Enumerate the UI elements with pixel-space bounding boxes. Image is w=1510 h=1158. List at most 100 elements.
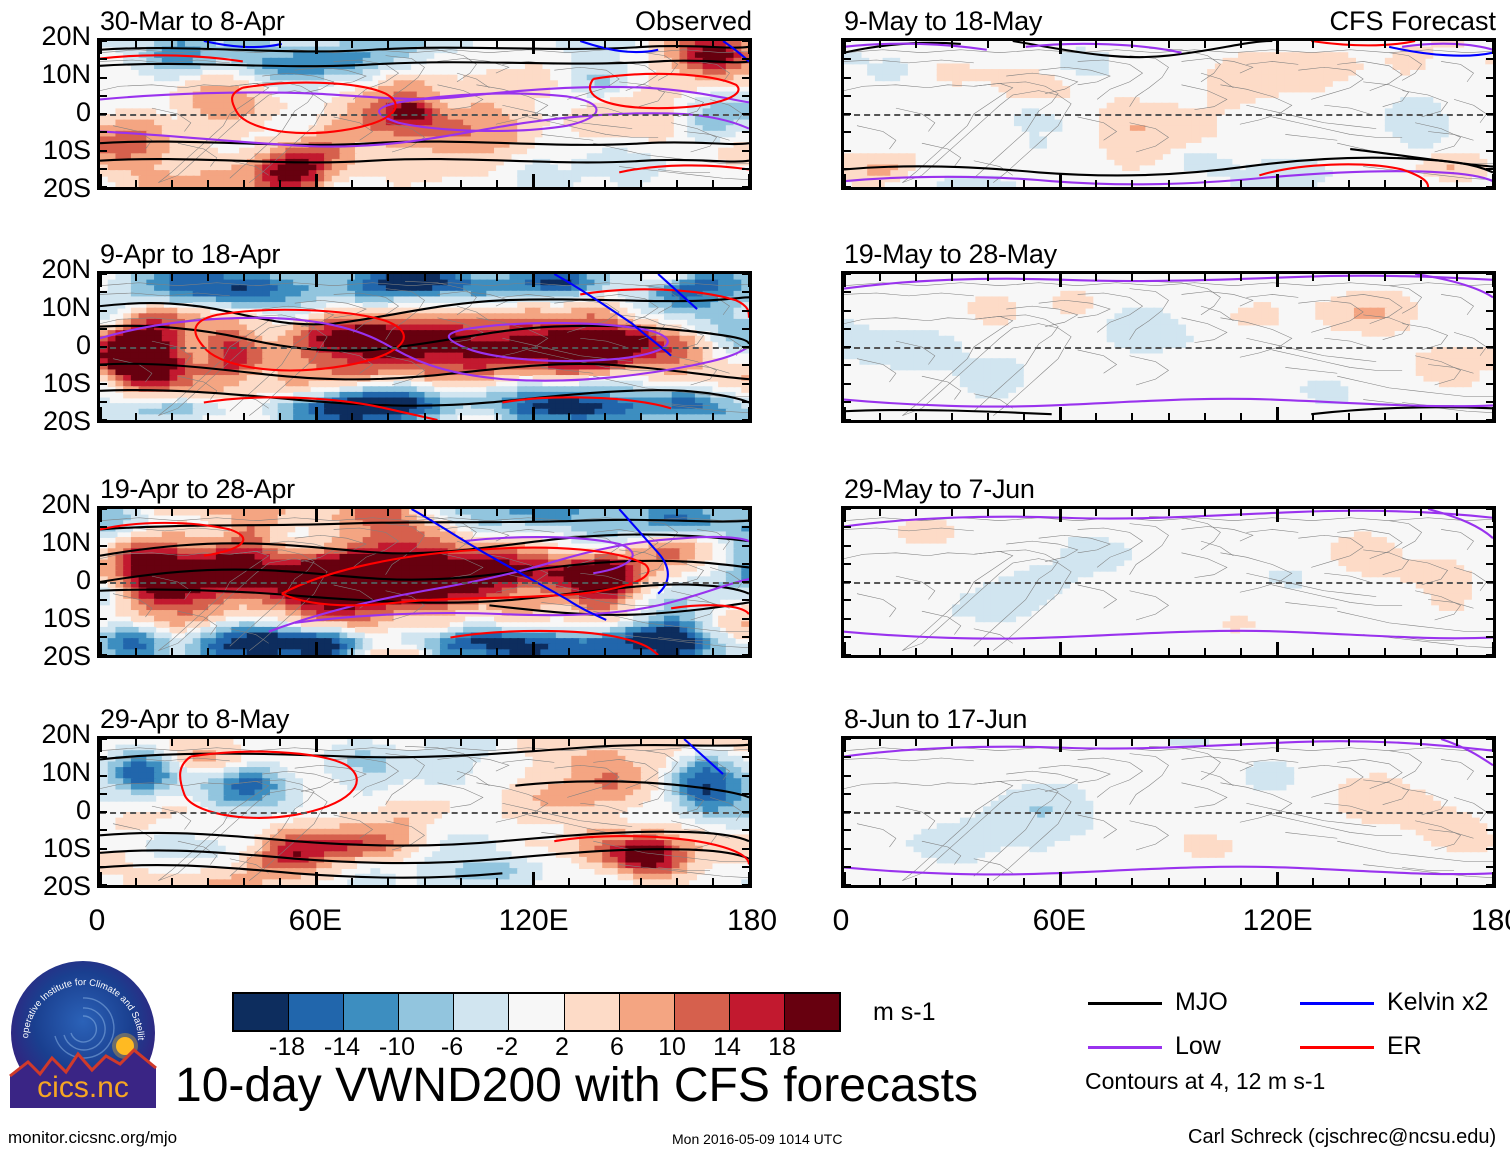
y-axis-label-10N-row2: 10N <box>41 292 91 322</box>
x-tick <box>459 274 462 281</box>
x-tick <box>1131 739 1134 746</box>
x-tick <box>351 509 354 516</box>
y-axis-label-10S-row1: 10S <box>42 135 91 165</box>
x-tick <box>243 274 246 281</box>
x-tick <box>675 739 678 746</box>
y-tick <box>100 419 107 420</box>
contour-er <box>580 289 749 317</box>
x-tick <box>315 174 319 187</box>
x-axis-label-120E-col1: 120E <box>498 904 569 937</box>
contour-er <box>204 397 438 420</box>
contour-kel <box>1389 47 1493 56</box>
colorbar-swatch-9 <box>729 994 785 1030</box>
y-tick <box>742 327 749 330</box>
contour-kel <box>204 41 282 47</box>
y-tick <box>742 635 749 638</box>
x-tick <box>1203 739 1206 746</box>
x-tick <box>1167 180 1170 187</box>
x-tick <box>495 274 498 281</box>
x-tick <box>243 648 246 655</box>
map-panel-8[interactable] <box>841 736 1496 888</box>
y-tick <box>742 792 749 795</box>
y-tick <box>742 526 749 529</box>
y-tick <box>1486 526 1493 529</box>
x-tick <box>1095 41 1098 48</box>
x-tick <box>951 648 954 655</box>
x-tick <box>243 509 246 516</box>
legend-label-er: ER <box>1387 1032 1422 1060</box>
contour-low <box>844 399 1493 407</box>
panel-title-3: 19-Apr to 28-Apr <box>100 474 295 504</box>
x-tick <box>207 180 210 187</box>
x-tick <box>351 739 354 746</box>
x-tick <box>135 509 138 516</box>
contour-er <box>619 165 749 172</box>
x-tick <box>495 878 498 885</box>
x-tick <box>387 41 390 48</box>
footer-url[interactable]: monitor.cicsnc.org/mjo <box>8 1128 178 1147</box>
colorbar-tick-5: 2 <box>555 1033 569 1061</box>
y-tick <box>844 149 851 152</box>
y-tick <box>844 635 851 638</box>
x-tick <box>987 648 990 655</box>
x-tick <box>1059 41 1063 54</box>
y-tick <box>100 400 107 403</box>
x-tick <box>951 274 954 281</box>
x-tick <box>567 878 570 885</box>
y-tick <box>844 400 851 403</box>
map-panel-7[interactable] <box>841 506 1496 658</box>
y-axis-label-10S-row4: 10S <box>42 833 91 863</box>
contour-low <box>844 741 1493 756</box>
y-tick <box>742 41 749 42</box>
x-tick <box>243 739 246 746</box>
x-tick <box>567 413 570 420</box>
x-tick <box>1167 648 1170 655</box>
y-tick <box>1486 346 1493 348</box>
x-tick <box>1347 180 1350 187</box>
panel-title-5: 9-May to 18-May <box>844 6 1043 36</box>
y-tick <box>742 113 749 115</box>
colorbar-swatch-1 <box>289 994 345 1030</box>
x-tick <box>315 872 319 885</box>
x-tick <box>1203 180 1206 187</box>
x-tick <box>459 41 462 48</box>
colorbar-swatch-6 <box>564 994 620 1030</box>
x-tick <box>315 407 319 420</box>
contour-mjo <box>515 781 749 797</box>
x-tick <box>1419 739 1422 746</box>
x-tick <box>711 274 714 281</box>
x-tick <box>915 180 918 187</box>
map-panel-4[interactable] <box>97 736 752 888</box>
y-tick <box>742 884 749 885</box>
x-tick <box>603 413 606 420</box>
y-tick <box>1486 811 1493 813</box>
contour-low <box>100 318 749 381</box>
map-panel-3[interactable] <box>97 506 752 658</box>
map-panel-2[interactable] <box>97 271 752 423</box>
x-tick <box>315 41 319 54</box>
y-axis-label-20S-row1: 20S <box>42 173 91 203</box>
map-panel-1[interactable] <box>97 38 752 190</box>
x-tick <box>711 180 714 187</box>
x-tick <box>351 878 354 885</box>
x-tick <box>1131 509 1134 516</box>
x-tick <box>951 739 954 746</box>
contour-kel <box>619 509 668 594</box>
x-tick <box>603 41 606 48</box>
y-tick <box>100 739 107 740</box>
x-tick <box>387 509 390 516</box>
map-panel-6[interactable] <box>841 271 1496 423</box>
x-tick <box>100 41 102 54</box>
y-tick <box>1486 94 1493 97</box>
panel-title-6: 19-May to 28-May <box>844 239 1057 269</box>
x-tick <box>1275 41 1279 54</box>
y-tick <box>742 811 749 813</box>
y-axis-label-0-row1: 0 <box>75 97 91 127</box>
map-panel-5[interactable] <box>841 38 1496 190</box>
y-axis-label-20N-row2: 20N <box>41 254 91 284</box>
contour-er <box>180 752 357 818</box>
x-tick <box>100 174 102 187</box>
wave-contours <box>100 739 749 885</box>
y-tick <box>844 309 851 312</box>
equator-line <box>844 114 1493 116</box>
